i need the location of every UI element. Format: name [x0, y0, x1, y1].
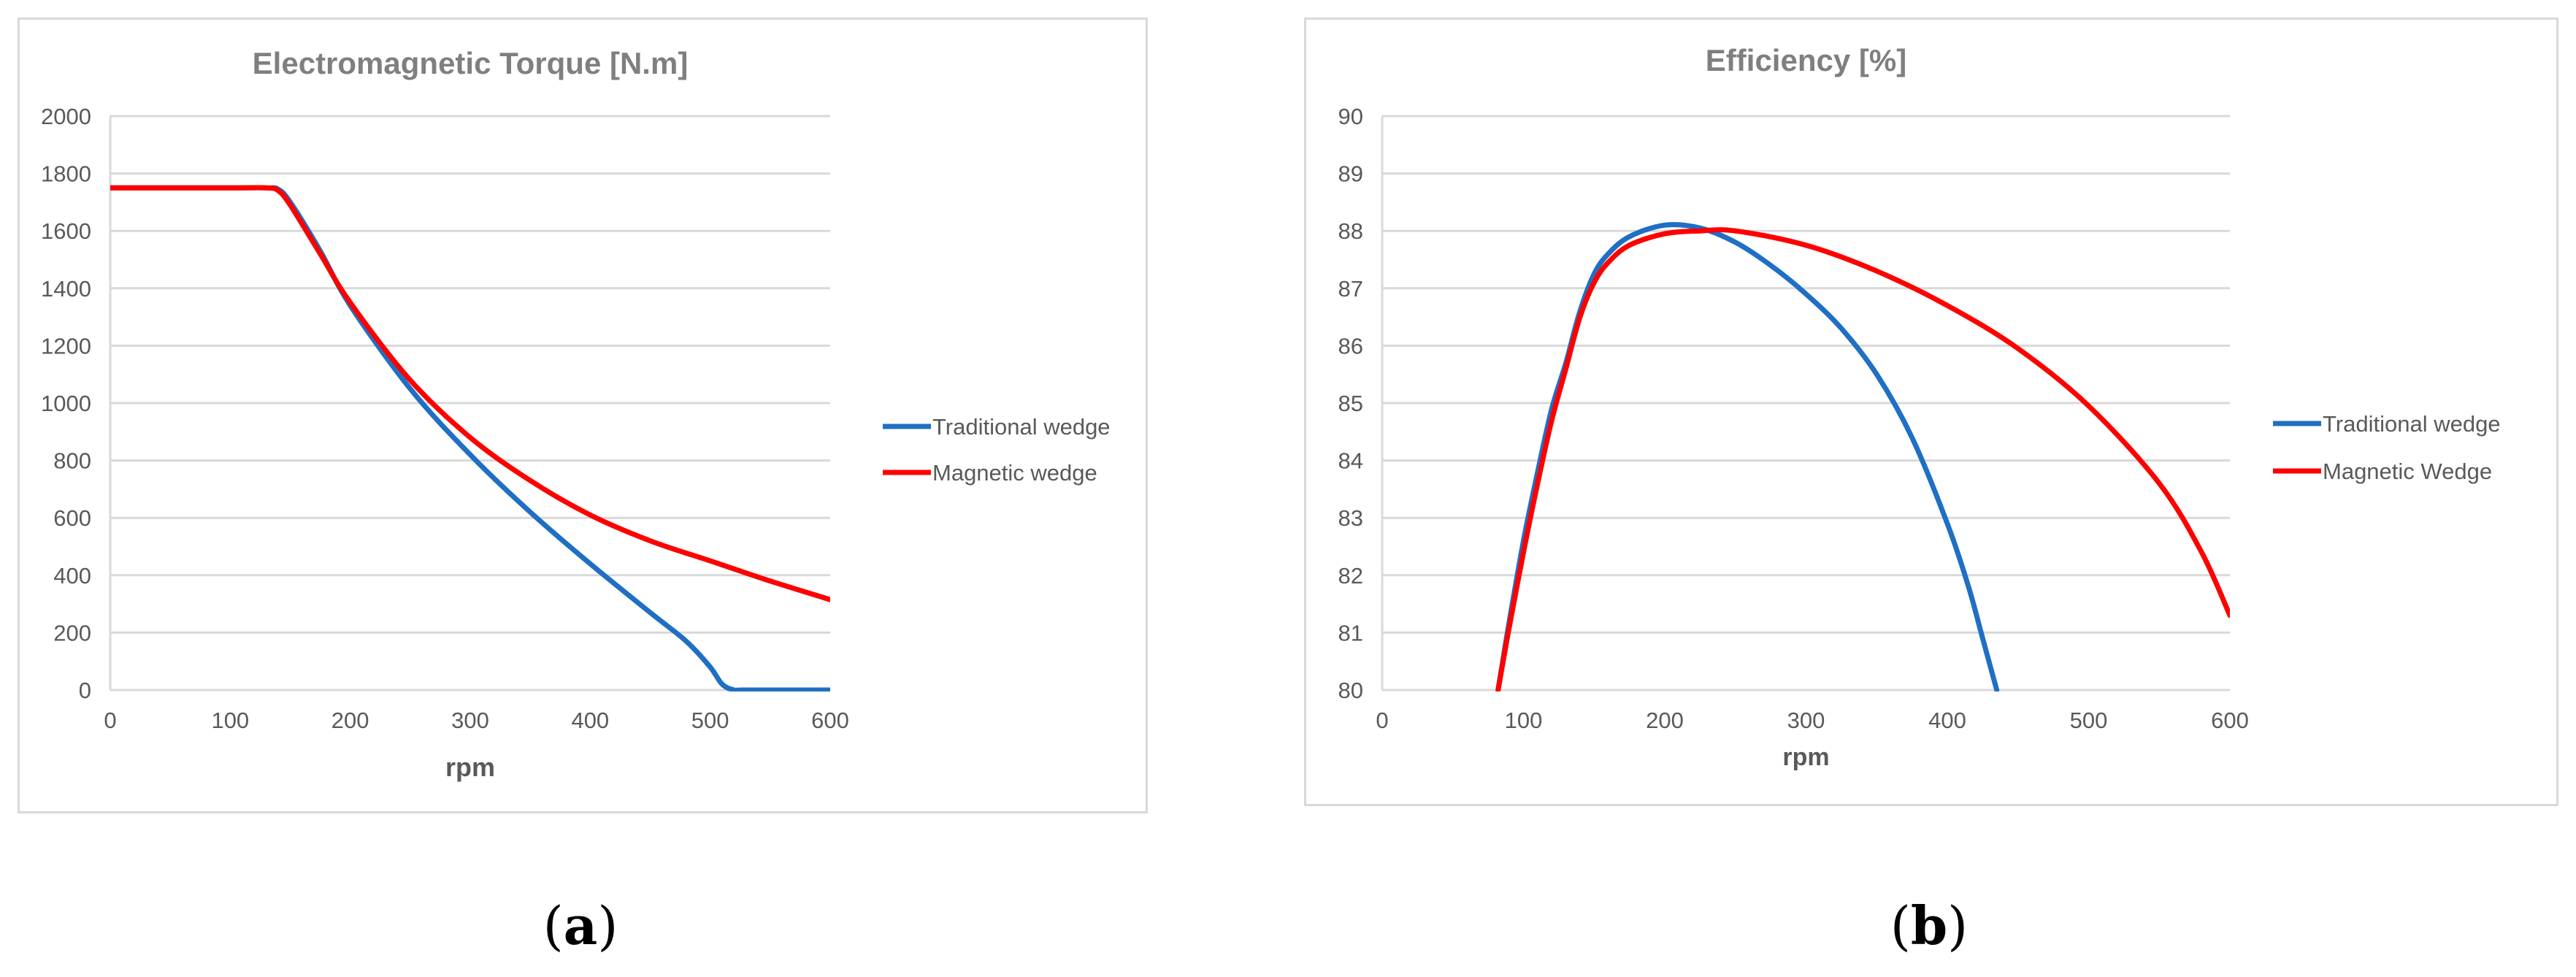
chart-b-ytick-label-10: 90 [1338, 104, 1363, 129]
caption-a-open: ( [543, 895, 564, 957]
chart-a-xtick-label-0: 0 [104, 708, 116, 733]
chart-a-legend-label-1: Magnetic wedge [932, 460, 1097, 486]
chart-b-ytick-label-8: 88 [1338, 218, 1363, 244]
caption-b-close: ) [1947, 895, 1969, 957]
chart-a-ytick-label-10: 2000 [41, 104, 91, 129]
chart-a-series-line-1 [110, 185, 830, 602]
chart-b-ytick-label-0: 80 [1338, 678, 1363, 703]
chart-b-ytick-label-6: 86 [1338, 333, 1363, 359]
chart-b-xtick-label-3: 300 [1787, 708, 1825, 733]
efficiency-chart: Efficiency [%] 80 81 82 83 84 85 86 87 88 89 90 0 100… [1338, 43, 2501, 771]
chart-b-legend-label-0: Traditional wedge [2323, 411, 2501, 437]
chart-a-ytick-label-2: 400 [53, 563, 91, 589]
caption-b: (b) [1820, 894, 2039, 957]
chart-a-ytick-label-1: 200 [53, 620, 91, 645]
chart-a-xtick-label-2: 200 [331, 708, 369, 733]
chart-a-ytick-label-3: 600 [53, 505, 91, 531]
chart-a-ytick-label-5: 1000 [41, 391, 91, 416]
chart-b-series-line-1 [1495, 227, 2230, 691]
chart-b-legend-label-1: Magnetic Wedge [2323, 459, 2492, 484]
chart-b-ytick-label-7: 87 [1338, 276, 1363, 302]
chart-b-xtick-label-5: 500 [2070, 708, 2108, 733]
chart-b-ytick-label-5: 85 [1338, 391, 1363, 416]
caption-b-open: ( [1890, 895, 1911, 957]
chart-b-ytick-label-4: 84 [1338, 448, 1363, 474]
chart-a-ytick-label-9: 1800 [41, 161, 91, 187]
chart-a-ytick-label-8: 1600 [41, 218, 91, 244]
chart-a-xtick-label-4: 400 [571, 708, 609, 733]
chart-b-xlabel: rpm [1782, 743, 1829, 771]
chart-b-xtick-label-0: 0 [1376, 708, 1388, 733]
chart-b-ytick-label-1: 81 [1338, 620, 1363, 645]
chart-a-legend-label-0: Traditional wedge [932, 414, 1111, 440]
chart-a-xtick-label-3: 300 [451, 708, 489, 733]
chart-a-ytick-label-7: 1400 [41, 276, 91, 302]
chart-b-xtick-label-4: 400 [1928, 708, 1966, 733]
caption-a-close: ) [597, 895, 618, 957]
chart-b-xtick-label-6: 600 [2211, 708, 2249, 733]
chart-b-ytick-label-3: 83 [1338, 505, 1363, 531]
chart-a-title: Electromagnetic Torque [N.m] [253, 46, 689, 80]
chart-b-title: Efficiency [%] [1706, 43, 1906, 77]
torque-chart: Electromagnetic Torque [N.m] 0 200 400 600 80… [41, 46, 1111, 782]
chart-a-ytick-label-6: 1200 [41, 333, 91, 359]
chart-b-xtick-label-2: 200 [1646, 708, 1684, 733]
chart-panel-a: Electromagnetic Torque [N.m] 0 200 400 600 80… [18, 18, 1148, 813]
chart-a-xtick-label-1: 100 [211, 708, 249, 733]
chart-a-ytick-label-0: 0 [79, 678, 91, 703]
chart-b-ytick-label-2: 82 [1338, 563, 1363, 589]
chart-panel-b: Efficiency [%] 80 81 82 83 84 85 86 87 88 89 90 0 100… [1304, 18, 2558, 806]
caption-b-letter: b [1910, 894, 1948, 957]
chart-a-xtick-label-6: 600 [811, 708, 849, 733]
chart-b-ytick-label-9: 89 [1338, 161, 1363, 187]
chart-a-ytick-label-4: 800 [53, 448, 91, 474]
chart-b-xtick-label-1: 100 [1505, 708, 1543, 733]
chart-a-xtick-label-5: 500 [691, 708, 729, 733]
caption-a: (a) [471, 894, 690, 957]
chart-a-xlabel: rpm [445, 752, 495, 782]
caption-a-letter: a [563, 894, 598, 957]
